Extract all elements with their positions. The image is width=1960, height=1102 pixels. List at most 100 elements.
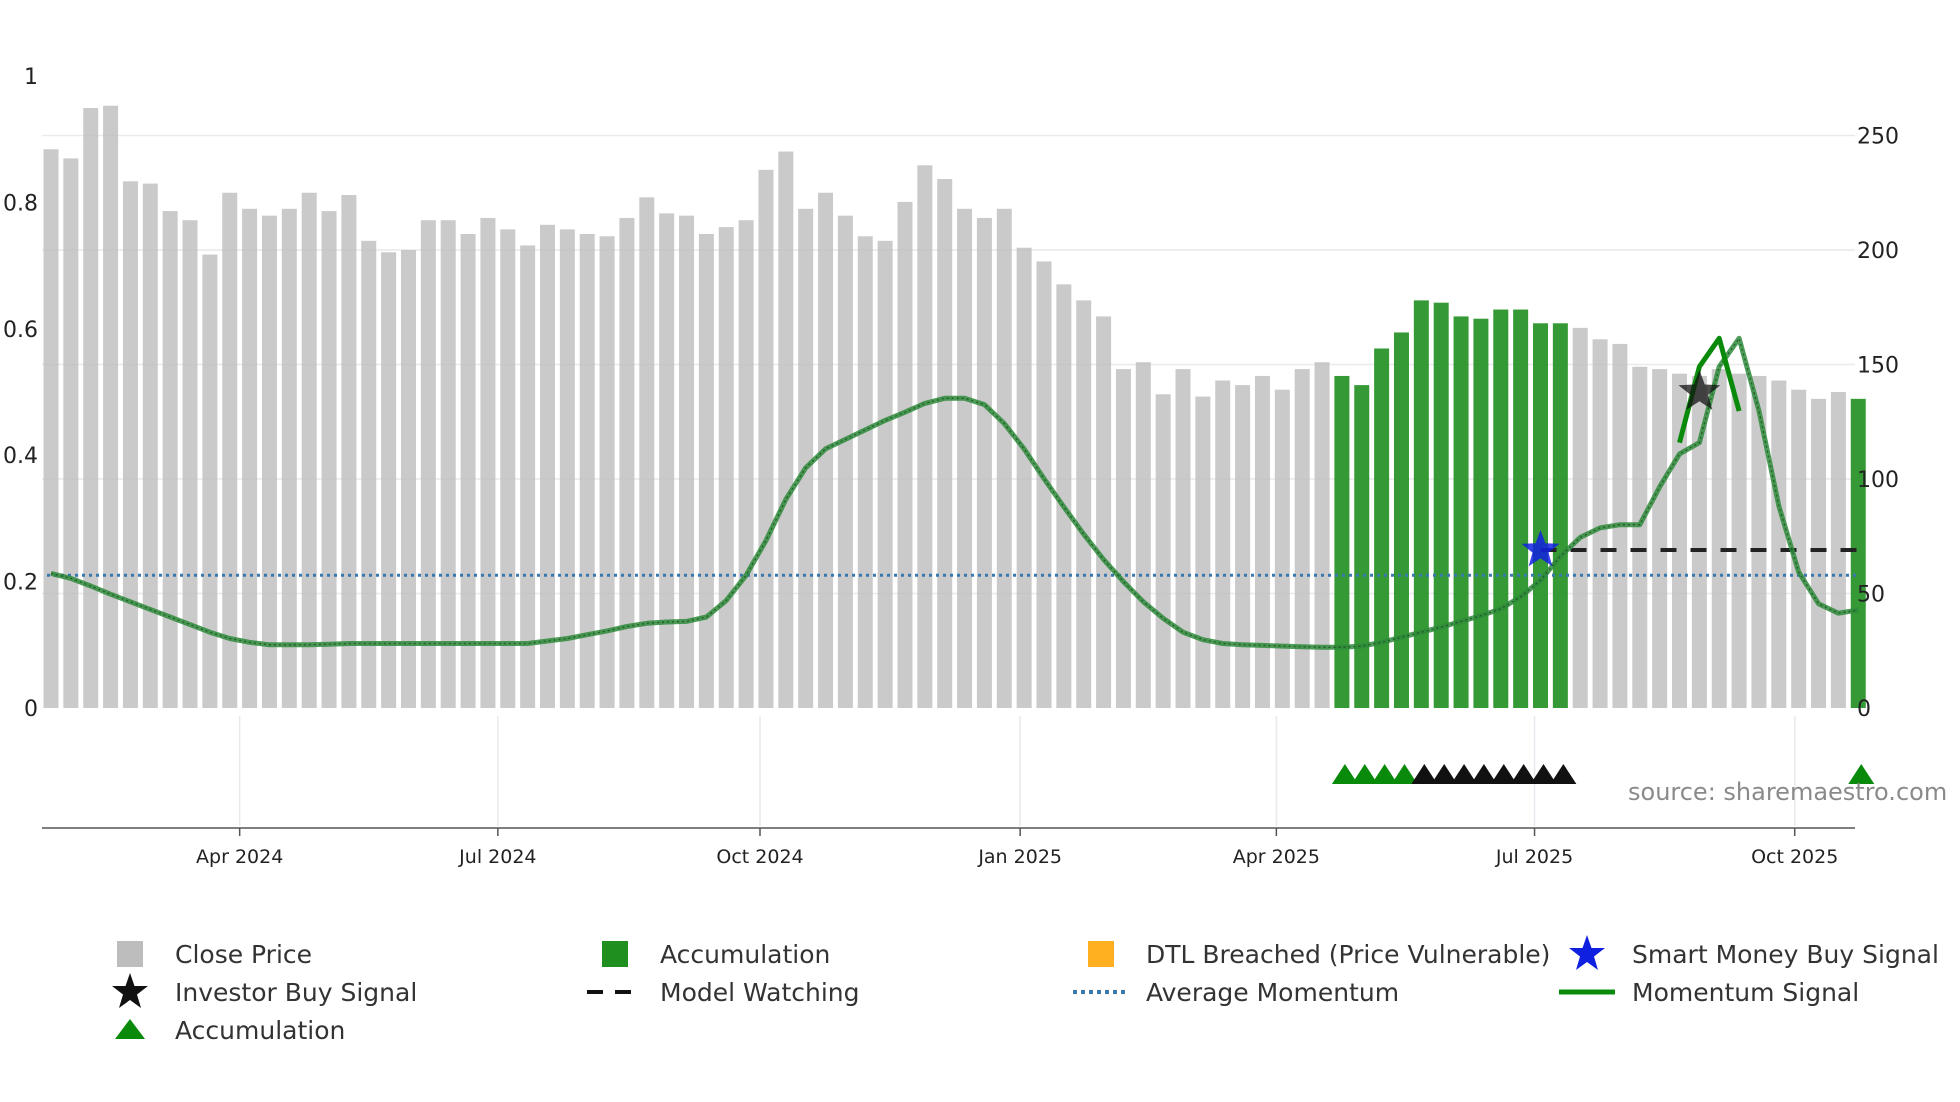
price-bar (400, 250, 416, 708)
axes: Apr 2024 Jul 2024 Oct 2024 Jan 2025 Apr 2025… (3, 65, 1899, 868)
price-bar (837, 215, 853, 708)
price-bar (1791, 389, 1807, 708)
price-bar (599, 236, 615, 708)
price-bar (381, 252, 397, 709)
x-tick-label: Oct 2024 (716, 846, 803, 868)
price-bar (1076, 300, 1092, 708)
price-bar (500, 229, 516, 708)
price-bar (1830, 391, 1846, 708)
right-tick-label: 200 (1857, 239, 1899, 264)
accumulation-bar (1334, 375, 1350, 708)
momentum-line (50, 335, 1859, 650)
price-bar (43, 149, 59, 709)
price-bar (540, 224, 555, 708)
price-bar (1751, 375, 1767, 708)
price-bar (1175, 369, 1191, 708)
price-bar (242, 208, 258, 708)
price-bar (579, 233, 595, 708)
price-bar (758, 169, 774, 709)
right-tick-label: 50 (1857, 583, 1885, 608)
price-bar (1811, 398, 1827, 708)
price-bar (520, 245, 536, 709)
price-bar (639, 197, 655, 708)
price-bar (83, 108, 99, 708)
accumulation-bar (1354, 385, 1370, 708)
price-bar (897, 201, 913, 708)
price-bar (301, 192, 317, 708)
watching-marker (1530, 764, 1557, 784)
accumulation-bar (1473, 318, 1489, 708)
price-bar (440, 220, 456, 709)
watching-marker (1550, 764, 1577, 784)
price-bar (1254, 375, 1270, 708)
left-tick-label: 0.4 (3, 444, 38, 469)
price-bar (341, 195, 357, 709)
price-bar (1195, 396, 1211, 708)
price-bar (957, 208, 973, 708)
accumulation-marker (1391, 764, 1418, 784)
left-tick-label: 0.2 (3, 571, 38, 596)
accumulation-bar (1393, 332, 1409, 708)
watching-marker (1490, 764, 1517, 784)
price-bar (996, 208, 1012, 708)
price-bar (976, 217, 992, 708)
price-bar (1572, 327, 1588, 708)
price-bar (420, 220, 436, 709)
signal-markers (1331, 370, 1875, 784)
price-bar (202, 254, 218, 708)
price-bar (937, 179, 953, 708)
price-bar (698, 233, 714, 708)
price-bar (1036, 261, 1052, 708)
price-bar (1056, 284, 1072, 708)
price-bar (857, 236, 873, 708)
price-bar (1135, 362, 1151, 708)
price-bars (43, 105, 1866, 709)
price-bar (1592, 339, 1608, 708)
right-tick-label: 150 (1857, 354, 1899, 379)
price-bar (1652, 369, 1668, 708)
price-bar (321, 211, 337, 708)
accumulation-bar (1453, 316, 1469, 708)
left-tick-label: 0.8 (3, 191, 38, 216)
price-bar (1691, 375, 1707, 708)
price-bar (361, 240, 377, 708)
x-tick-label: Jul 2025 (1495, 846, 1573, 868)
price-bar (460, 233, 476, 708)
price-bar (142, 183, 158, 709)
watching-marker (1470, 764, 1497, 784)
price-bar (619, 217, 635, 708)
accumulation-marker (1331, 764, 1358, 784)
accumulation-bar (1413, 300, 1429, 708)
accumulation-marker (1351, 764, 1378, 784)
price-bar (1155, 394, 1171, 708)
price-bar (1235, 385, 1251, 708)
left-tick-label: 0.6 (3, 318, 38, 343)
price-bar (281, 208, 297, 708)
accumulation-bar (1552, 323, 1568, 708)
price-bar (103, 105, 119, 709)
price-bar (1274, 389, 1290, 708)
price-bar (798, 208, 814, 708)
investor-buy-star (1678, 370, 1721, 410)
price-bar (162, 211, 178, 708)
price-bar (1294, 369, 1310, 708)
price-bar (1731, 373, 1747, 708)
accumulation-bar (1433, 302, 1449, 708)
price-bar (63, 158, 79, 708)
accumulation-bar (1513, 309, 1529, 708)
x-tick-label: Jan 2025 (977, 846, 1062, 868)
right-tick-label: 0 (1857, 697, 1871, 722)
watching-marker (1510, 764, 1537, 784)
x-tick-label: Jul 2024 (458, 846, 536, 868)
price-bar (1314, 362, 1330, 708)
price-bar (559, 229, 575, 708)
watching-marker (1431, 764, 1458, 784)
price-bar (1771, 380, 1787, 708)
x-tick-label: Apr 2024 (196, 846, 283, 868)
price-bar (1215, 380, 1231, 708)
price-bar (1711, 369, 1727, 708)
right-tick-label: 250 (1857, 125, 1899, 150)
right-tick-label: 100 (1857, 468, 1899, 493)
x-tick-label: Apr 2025 (1233, 846, 1320, 868)
price-bar (480, 217, 496, 708)
